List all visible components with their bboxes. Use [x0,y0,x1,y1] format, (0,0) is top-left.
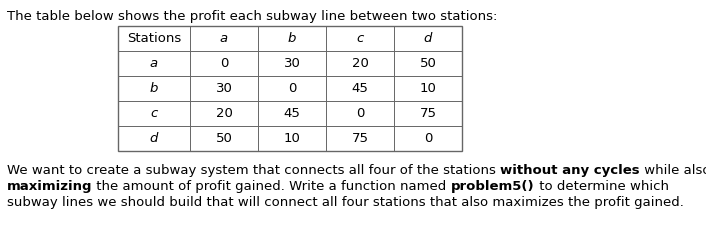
Text: without any cycles: without any cycles [500,164,640,177]
Text: 10: 10 [284,132,301,145]
Text: 0: 0 [220,57,228,70]
Text: 45: 45 [284,107,301,120]
Text: 75: 75 [352,132,369,145]
Text: b: b [150,82,158,95]
Text: 20: 20 [215,107,232,120]
Text: d: d [150,132,158,145]
Text: c: c [150,107,157,120]
Text: 50: 50 [419,57,436,70]
Text: to determine which: to determine which [534,180,669,193]
Text: 45: 45 [352,82,369,95]
Text: the amount of profit gained. Write a function named: the amount of profit gained. Write a fun… [92,180,451,193]
Text: 75: 75 [419,107,436,120]
Text: 0: 0 [356,107,364,120]
Text: b: b [288,32,297,45]
Text: 10: 10 [419,82,436,95]
Text: problem5(): problem5() [451,180,534,193]
Text: 0: 0 [288,82,297,95]
Text: 0: 0 [424,132,432,145]
Text: 20: 20 [352,57,369,70]
Text: 30: 30 [215,82,232,95]
Text: 30: 30 [284,57,301,70]
Text: a: a [150,57,158,70]
Text: d: d [424,32,432,45]
Text: subway lines we should build that will connect all four stations that also maxim: subway lines we should build that will c… [7,196,684,209]
Text: c: c [357,32,364,45]
Text: We want to create a subway system that connects all four of the stations: We want to create a subway system that c… [7,164,500,177]
Text: while also: while also [640,164,706,177]
Text: maximizing: maximizing [7,180,92,193]
Text: a: a [220,32,228,45]
Text: The table below shows the profit each subway line between two stations:: The table below shows the profit each su… [7,10,497,23]
Bar [118,26,462,151]
Text: 50: 50 [215,132,232,145]
Text: Stations: Stations [127,32,181,45]
